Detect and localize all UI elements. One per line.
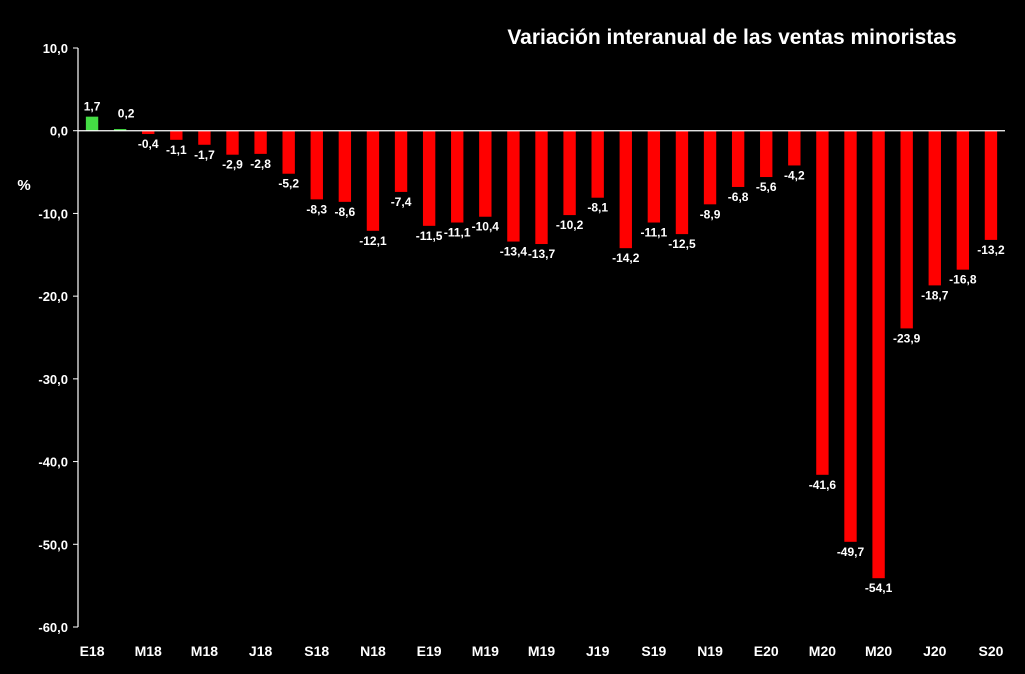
data-label: -5,2	[278, 177, 299, 191]
bar	[591, 130, 604, 198]
y-tick-label: -10,0	[38, 206, 68, 221]
bar	[619, 130, 632, 249]
data-label: -1,1	[166, 143, 187, 157]
data-label: -8,6	[335, 205, 356, 219]
chart-title: Variación interanual de las ventas minor…	[507, 26, 956, 49]
y-axis-ticks: 10,0 0,0 -10,0 -20,0 -30,0 -40,0 -50,0 -60,0	[38, 41, 78, 635]
axes	[77, 48, 1005, 627]
data-label: -11,1	[444, 226, 471, 240]
x-tick-label: N18	[360, 643, 386, 659]
data-label: -1,7	[194, 148, 215, 162]
bar	[198, 130, 211, 145]
x-tick-label: M19	[528, 643, 555, 659]
bar	[366, 130, 380, 231]
x-tick-label: E20	[754, 643, 779, 659]
bar	[394, 130, 408, 192]
data-label: -49,7	[837, 545, 865, 559]
x-tick-label: M18	[135, 643, 162, 659]
bar	[85, 116, 99, 131]
data-label: -6,8	[728, 190, 749, 204]
y-axis-label: %	[17, 177, 30, 194]
y-tick-label: -30,0	[38, 372, 68, 387]
y-tick-label: -60,0	[38, 620, 68, 635]
x-tick-label: S18	[304, 643, 329, 659]
bar	[928, 130, 941, 286]
x-tick-label: M19	[472, 643, 499, 659]
bar	[170, 130, 183, 140]
data-label: -8,1	[587, 201, 608, 215]
bar	[872, 130, 885, 579]
data-label: -54,1	[865, 581, 893, 595]
bar	[647, 130, 661, 223]
y-tick-label: -50,0	[38, 537, 68, 552]
data-label: -13,7	[528, 247, 556, 261]
x-axis-ticks: E18 M18 M18 J18 S18 N18 E19 M19 M19 J19 S19 N19 E20 M…	[80, 643, 1004, 659]
x-tick-label: S20	[978, 643, 1003, 659]
data-label: -10,2	[556, 218, 584, 232]
x-tick-label: E18	[80, 643, 105, 659]
x-tick-label: M18	[191, 643, 218, 659]
x-tick-label: J18	[249, 643, 273, 659]
data-label: -12,1	[359, 234, 387, 248]
data-label: -12,5	[668, 237, 696, 251]
bar	[282, 130, 295, 174]
bar	[422, 130, 436, 226]
data-label: -2,9	[222, 158, 243, 172]
y-tick-label: 0,0	[50, 124, 68, 139]
bar	[254, 130, 267, 154]
x-tick-label: N19	[697, 643, 723, 659]
data-label: -13,4	[500, 245, 528, 259]
bar	[310, 130, 323, 200]
data-label: -7,4	[391, 195, 412, 209]
bar	[760, 130, 773, 178]
data-label: -13,2	[977, 243, 1005, 257]
bar	[113, 129, 127, 131]
bar	[788, 130, 801, 166]
data-label: -4,2	[784, 168, 805, 182]
data-label: 0,2	[118, 107, 135, 121]
data-label: -14,2	[612, 251, 640, 265]
data-label: -8,9	[700, 207, 721, 221]
y-tick-label: -20,0	[38, 289, 68, 304]
bar	[226, 130, 239, 155]
data-label: -11,5	[416, 229, 443, 243]
data-label: -11,1	[641, 226, 668, 240]
x-tick-label: M20	[865, 643, 892, 659]
data-label: -23,9	[893, 331, 921, 345]
x-tick-label: J19	[586, 643, 610, 659]
data-label: -18,7	[921, 288, 949, 302]
bar	[816, 130, 829, 475]
bar	[479, 130, 492, 217]
x-tick-label: E19	[417, 643, 442, 659]
x-tick-label: M20	[809, 643, 836, 659]
bar	[844, 130, 857, 542]
bar	[451, 130, 464, 223]
x-tick-label: S19	[641, 643, 666, 659]
bar	[675, 130, 689, 235]
bars	[85, 116, 998, 579]
y-tick-label: 10,0	[43, 41, 68, 56]
bar	[900, 130, 913, 329]
data-label: -5,6	[756, 180, 777, 194]
bar	[507, 130, 520, 242]
y-tick-label: -40,0	[38, 455, 68, 470]
data-label: -0,4	[138, 137, 159, 151]
bar	[563, 130, 576, 216]
bar	[338, 130, 352, 202]
data-label: -2,8	[250, 157, 271, 171]
bar	[535, 130, 548, 245]
data-label: 1,7	[84, 100, 101, 114]
data-label: -10,4	[472, 220, 500, 234]
bar	[142, 130, 155, 135]
bar	[984, 130, 998, 240]
data-label: -16,8	[949, 273, 977, 287]
bar	[731, 130, 745, 187]
data-label: -41,6	[809, 478, 837, 492]
x-tick-label: J20	[923, 643, 947, 659]
bar	[703, 130, 717, 205]
data-label: -8,3	[306, 202, 327, 216]
data-labels: 1,7 0,2 -0,4 -1,1 -1,7 -2,9 -2,8 -5,2 -8,3 -8,6 -1…	[84, 100, 1005, 596]
bar	[956, 130, 970, 270]
